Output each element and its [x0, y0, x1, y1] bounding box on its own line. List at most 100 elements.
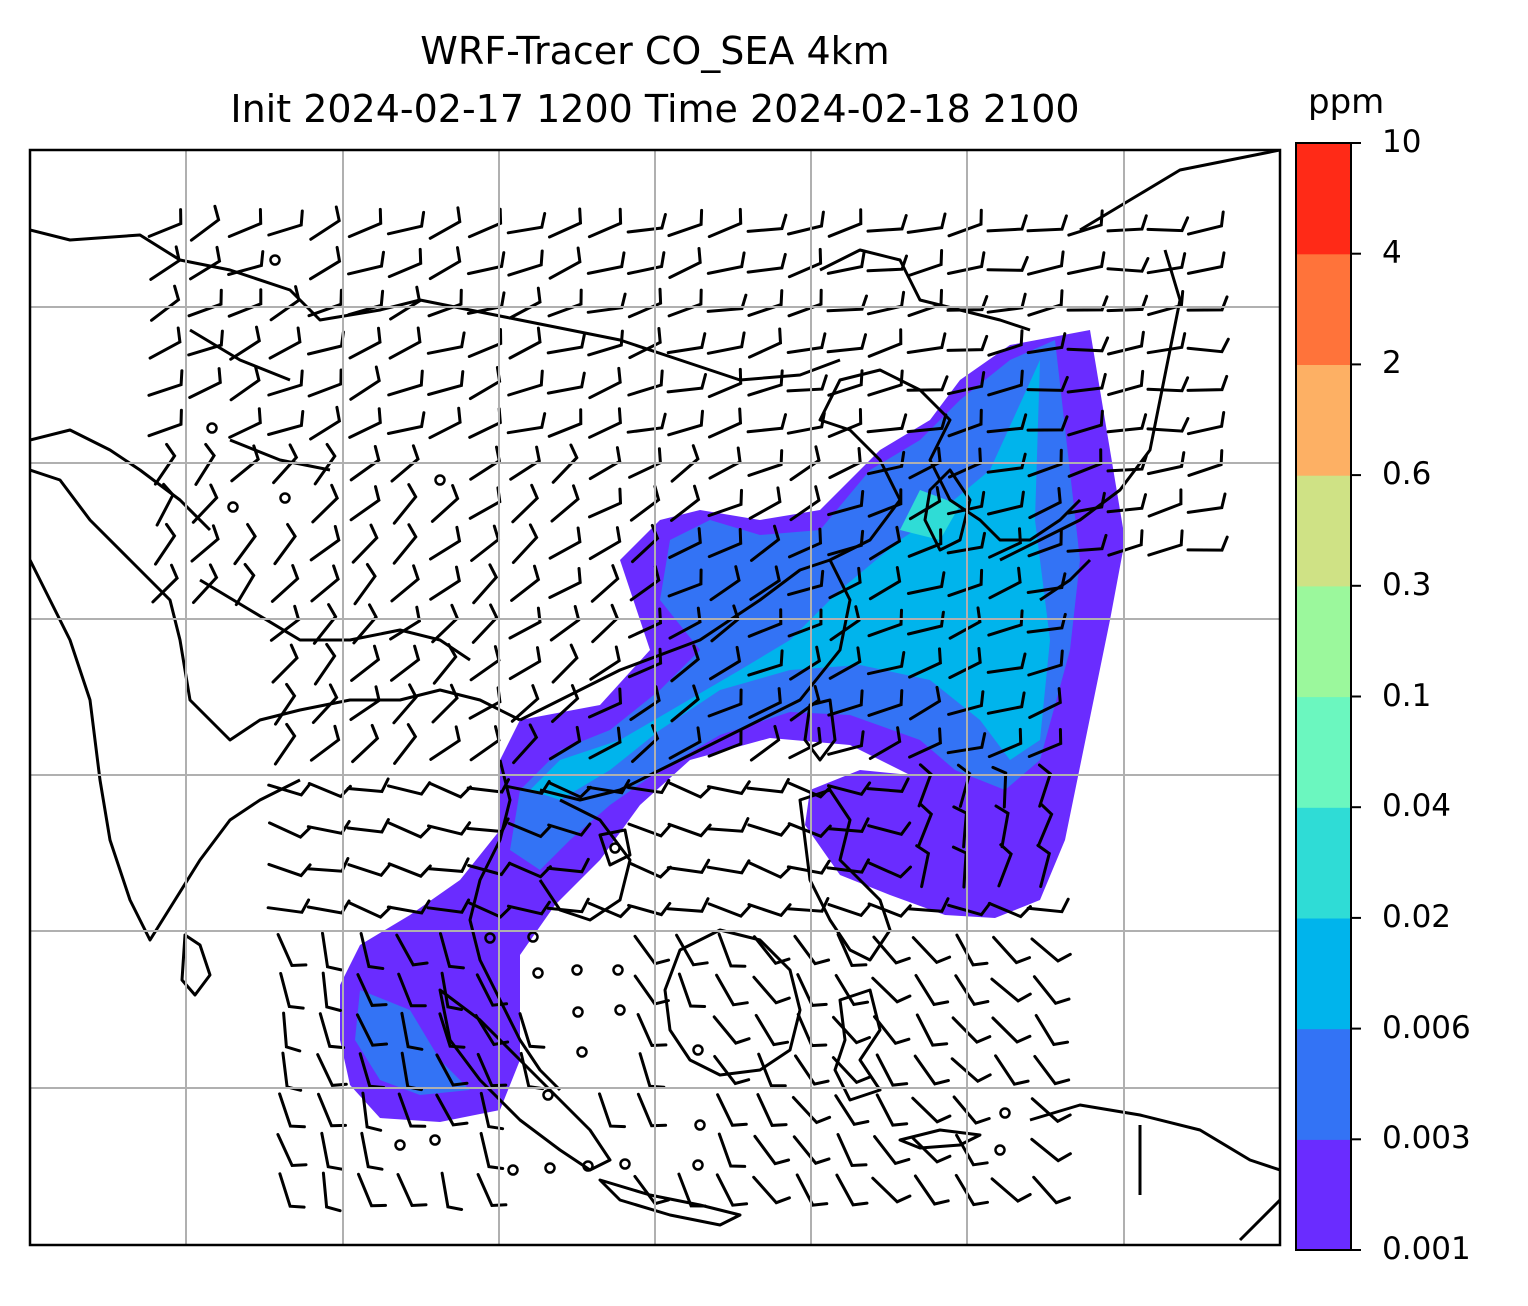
plume-level-mid: [355, 340, 1080, 1095]
wind-barb: [506, 900, 551, 916]
wind-barb: [787, 247, 823, 279]
wind-barb: [426, 857, 470, 873]
wind-barb: [747, 369, 784, 397]
wind-barb: [1186, 337, 1230, 354]
wind-barb: [395, 933, 429, 967]
wind-barb: [351, 723, 380, 764]
wind-barb: [306, 820, 351, 835]
wind-barb: [908, 647, 942, 679]
wind-barb: [229, 325, 261, 361]
wind-barb: [506, 212, 547, 235]
wind-barb: [917, 803, 934, 848]
wind-barb: [866, 214, 908, 233]
wind-barb: [229, 365, 261, 402]
wind-barb: [467, 328, 503, 358]
wind-barb: [386, 210, 426, 236]
wind-barb: [427, 288, 463, 318]
wind-barb: [427, 781, 472, 799]
wind-barb: [946, 251, 986, 275]
wind-barb: [474, 1014, 510, 1047]
wind-barb: [666, 897, 710, 913]
wind-barb: [1106, 214, 1148, 233]
wind-barb: [873, 1015, 911, 1046]
wind-barb: [952, 1095, 991, 1125]
wind-barb: [1036, 803, 1054, 848]
wind-barb: [435, 1053, 469, 1087]
wind-barb: [546, 371, 586, 395]
wind-barb: [311, 483, 339, 524]
wind-barb: [355, 1013, 388, 1047]
wind-barb: [352, 603, 378, 645]
wind-barb: [155, 482, 175, 527]
wind-barb: [1146, 417, 1190, 433]
wind-barb: [706, 331, 746, 355]
wind-barb: [512, 723, 539, 765]
wind-barb: [992, 935, 1031, 965]
wind-barb: [466, 251, 506, 276]
wind-barb: [826, 858, 870, 874]
wind-barb: [546, 857, 590, 874]
wind-barb: [955, 1133, 989, 1167]
wind-barb: [1027, 528, 1063, 558]
wind-barb: [955, 933, 989, 967]
wind-barb: [1027, 649, 1064, 677]
wind-barb: [429, 565, 461, 601]
wind-barb: [826, 251, 866, 275]
wind-barb: [946, 371, 986, 396]
wind-barb: [388, 326, 422, 360]
wind-barb: [1066, 251, 1106, 275]
wind-barb: [907, 288, 943, 318]
wind-barb: [1106, 413, 1148, 434]
wind-barb: [546, 331, 587, 355]
wind-barb: [866, 254, 908, 273]
wind-barb: [712, 1015, 751, 1045]
wind-barb: [428, 246, 462, 281]
wind-barb: [228, 407, 262, 439]
wind-barb: [507, 861, 552, 879]
wind-barb: [392, 683, 418, 725]
coast-india: [30, 468, 521, 942]
wind-barb: [994, 1054, 1030, 1086]
coast-timor: [898, 1128, 982, 1150]
wind-barb: [787, 210, 825, 236]
wind-barb: [361, 1091, 383, 1132]
wind-barb: [670, 644, 700, 683]
wind-barb: [868, 861, 912, 879]
wind-barb: [192, 563, 219, 604]
wind-barb: [947, 902, 992, 917]
map-title-line2: Init 2024-02-17 1200 Time 2024-02-18 210…: [230, 87, 1080, 131]
wind-barb: [321, 1171, 342, 1213]
wind-barb: [587, 207, 623, 239]
wind-barb: [911, 1096, 952, 1124]
colorbar-segment: [1296, 475, 1351, 587]
wind-barb: [636, 1013, 668, 1048]
wind-barb: [748, 327, 783, 359]
wind-barb: [511, 523, 539, 564]
calm-wind-marker: [206, 422, 218, 434]
wind-barb: [551, 643, 579, 684]
wind-barb: [792, 1135, 831, 1165]
wind-barb: [316, 1053, 348, 1087]
wind-barb: [826, 333, 867, 354]
wind-barb: [986, 413, 1028, 434]
wind-barb: [987, 490, 1025, 516]
wind-barb: [1030, 1097, 1072, 1124]
wind-barb: [548, 567, 582, 599]
wind-barb: [400, 1011, 424, 1051]
wind-barb: [588, 407, 622, 439]
wind-barb: [309, 525, 341, 562]
colorbar-tick-label: 0.001: [1382, 1231, 1471, 1267]
wind-barb: [626, 412, 667, 434]
wind-barb: [1187, 210, 1225, 236]
wind-barb: [786, 374, 828, 393]
wind-barb: [551, 684, 580, 723]
calm-wind-marker: [394, 1139, 406, 1151]
wind-barb: [267, 782, 312, 797]
wind-barb: [748, 486, 782, 520]
wind-barb: [429, 725, 461, 761]
wind-barb: [707, 527, 743, 559]
colorbar-segment: [1296, 696, 1351, 808]
colorbar-segment: [1296, 364, 1351, 476]
wind-barb: [867, 608, 903, 638]
wind-barb: [997, 843, 1013, 888]
